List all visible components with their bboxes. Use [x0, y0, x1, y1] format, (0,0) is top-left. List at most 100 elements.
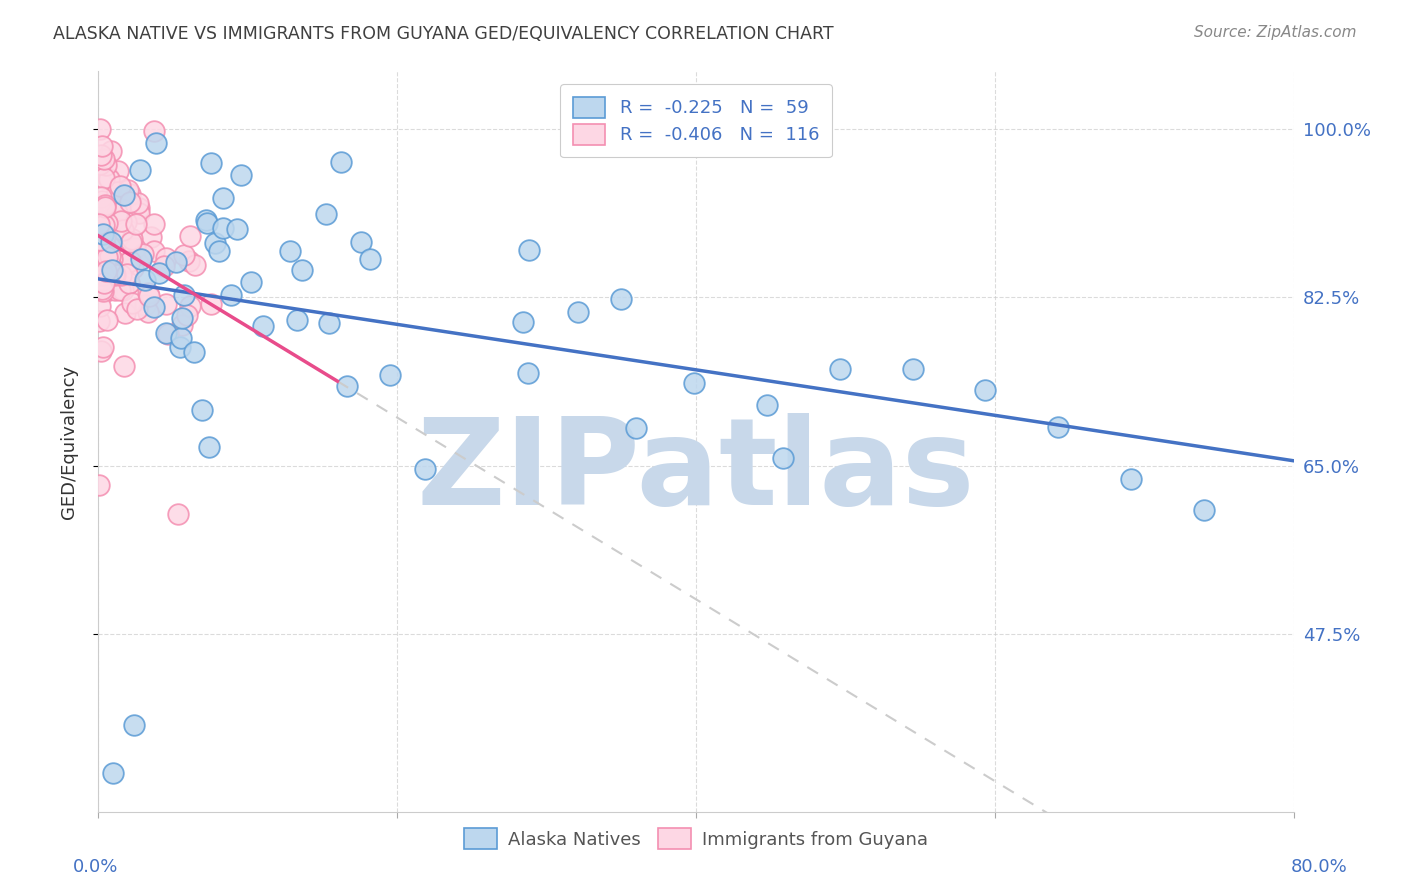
Point [96, 217, 118, 231]
Point [170, 331, 193, 345]
Point [110, 268, 132, 282]
Point [204, 236, 226, 251]
Point [94, 200, 117, 214]
Point [239, 275, 262, 289]
Point [212, 220, 235, 235]
Point [191, 403, 214, 417]
Point [91, 284, 114, 298]
Point [91, 340, 114, 354]
Point [179, 254, 201, 268]
Point [94, 258, 117, 272]
Point [136, 305, 159, 319]
Point [567, 304, 589, 318]
Point [380, 368, 402, 383]
Point [143, 217, 166, 231]
Point [683, 376, 706, 390]
Point [90, 282, 112, 296]
Point [166, 255, 188, 269]
Point [1047, 420, 1070, 434]
Point [101, 766, 124, 780]
Point [93, 171, 115, 186]
Point [139, 230, 162, 244]
Point [145, 136, 167, 150]
Point [89, 233, 111, 247]
Point [100, 197, 122, 211]
Point [87, 240, 110, 254]
Point [184, 258, 207, 272]
Point [280, 244, 302, 258]
Point [179, 299, 201, 313]
Point [91, 273, 114, 287]
Point [167, 507, 190, 521]
Point [87, 314, 110, 328]
Point [91, 268, 114, 282]
Point [291, 263, 314, 277]
Point [131, 252, 153, 267]
Point [128, 162, 150, 177]
Point [94, 260, 117, 274]
Point [93, 152, 115, 166]
Point [195, 216, 218, 230]
Point [93, 197, 115, 211]
Point [118, 276, 141, 290]
Point [517, 366, 540, 380]
Point [172, 318, 194, 332]
Point [142, 124, 165, 138]
Point [96, 246, 118, 260]
Point [93, 218, 115, 232]
Point [127, 195, 149, 210]
Point [115, 267, 138, 281]
Point [359, 252, 381, 266]
Text: 0.0%: 0.0% [73, 858, 118, 876]
Point [103, 267, 125, 281]
Point [755, 398, 778, 412]
Point [89, 227, 111, 241]
Point [89, 478, 111, 492]
Point [173, 248, 195, 262]
Point [148, 267, 170, 281]
Point [89, 202, 111, 217]
Point [96, 251, 118, 265]
Point [117, 183, 139, 197]
Point [98, 257, 121, 271]
Point [112, 359, 135, 373]
Point [512, 315, 534, 329]
Text: Source: ZipAtlas.com: Source: ZipAtlas.com [1194, 25, 1357, 40]
Point [91, 138, 114, 153]
Point [110, 214, 132, 228]
Point [118, 277, 141, 291]
Point [98, 240, 121, 254]
Point [104, 283, 127, 297]
Point [89, 157, 111, 171]
Point [87, 273, 110, 287]
Legend: Alaska Natives, Immigrants from Guyana: Alaska Natives, Immigrants from Guyana [456, 820, 936, 858]
Point [285, 312, 308, 326]
Point [128, 205, 150, 219]
Point [195, 212, 218, 227]
Point [97, 263, 120, 277]
Point [89, 122, 111, 136]
Point [350, 235, 373, 249]
Point [170, 311, 193, 326]
Point [974, 383, 997, 397]
Point [124, 241, 146, 255]
Point [336, 379, 359, 393]
Point [112, 283, 135, 297]
Point [329, 155, 352, 169]
Point [1119, 472, 1142, 486]
Point [94, 199, 117, 213]
Point [94, 264, 117, 278]
Point [155, 251, 177, 265]
Point [107, 164, 129, 178]
Point [108, 283, 131, 297]
Point [179, 228, 201, 243]
Point [121, 232, 143, 246]
Point [100, 235, 122, 249]
Point [94, 255, 117, 269]
Point [108, 179, 131, 194]
Y-axis label: GED/Equivalency: GED/Equivalency [59, 365, 77, 518]
Point [155, 326, 177, 341]
Point [94, 284, 117, 298]
Point [97, 169, 120, 184]
Point [98, 249, 121, 263]
